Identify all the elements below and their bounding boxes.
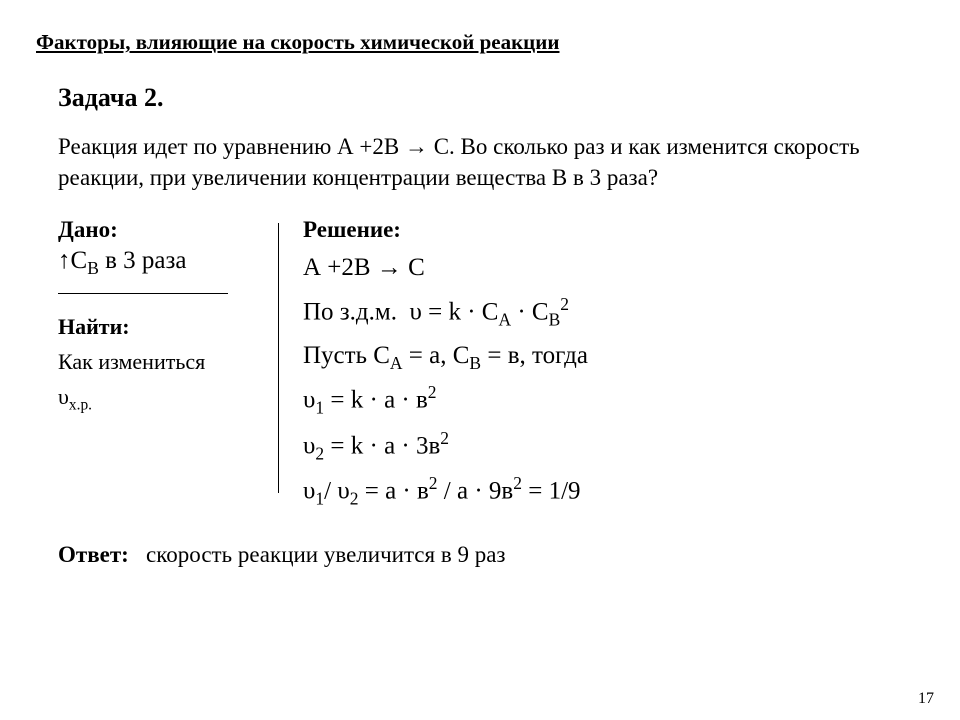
page: Факторы, влияющие на скорость химической…	[0, 0, 960, 720]
find-label: Найти:	[58, 314, 278, 340]
solution-line: υ1/ υ2 = а · в2 / а · 9в2 = 1/9	[303, 469, 588, 514]
find-value: Как изменитьсяυх.р.	[58, 344, 278, 418]
answer-text-value: скорость реакции увеличится в 9 раз	[146, 542, 505, 567]
given-column: Дано: ↑СВ в 3 раза Найти: Как измениться…	[58, 217, 278, 514]
given-label: Дано:	[58, 217, 278, 243]
given-divider	[58, 293, 228, 294]
answer-label: Ответ:	[58, 542, 129, 567]
solution-column: Решение: А +2В → С По з.д.м. υ = k · CA …	[279, 217, 588, 514]
answer-text	[135, 542, 147, 567]
problem-title: Задача 2.	[58, 83, 924, 113]
problem-text: Реакция идет по уравнению А +2В → С. Во …	[58, 131, 884, 193]
given-value: ↑СВ в 3 раза	[58, 247, 278, 279]
work-area: Дано: ↑СВ в 3 раза Найти: Как измениться…	[58, 217, 924, 514]
solution-line: Пусть CA = а, CB = в, тогда	[303, 335, 588, 379]
solution-label: Решение:	[303, 217, 588, 243]
solution-line: υ2 = k · а · 3в2	[303, 424, 588, 469]
page-number: 17	[918, 690, 934, 708]
section-heading: Факторы, влияющие на скорость химической…	[36, 30, 924, 55]
solution-line: А +2В → С	[303, 247, 588, 290]
answer-row: Ответ: скорость реакции увеличится в 9 р…	[58, 542, 924, 568]
solution-line: По з.д.м. υ = k · CA · CB2	[303, 290, 588, 335]
solution-line: υ1 = k · а · в2	[303, 378, 588, 423]
